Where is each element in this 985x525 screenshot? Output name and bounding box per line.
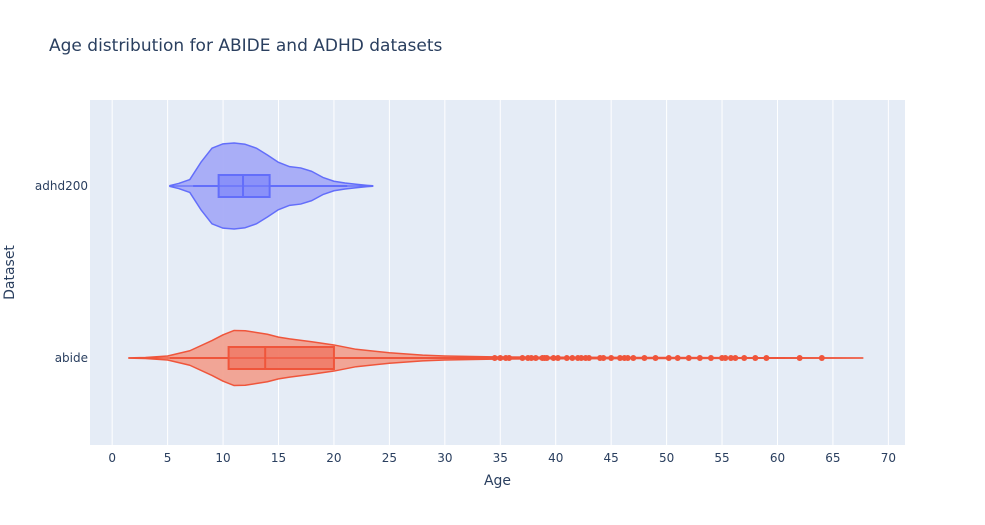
gridlines: [111, 100, 889, 445]
x-tick-label: 30: [437, 451, 452, 465]
outlier-point: [569, 355, 576, 361]
x-tick-label: 20: [326, 451, 341, 465]
outlier-point: [674, 355, 681, 361]
outlier-point: [707, 355, 714, 361]
iqr-box: [217, 174, 271, 198]
outlier-point: [608, 355, 615, 361]
tick-labels: 0 5 10 15 20 25 30 35 40 45 50 55 60 65 70 adhd200 abide: [35, 179, 896, 465]
outlier-point: [727, 355, 734, 361]
outlier-point: [665, 355, 672, 361]
y-axis-title: Dataset: [2, 245, 18, 300]
outlier-point: [550, 355, 557, 361]
x-tick-label: 65: [825, 451, 840, 465]
outlier-point: [752, 355, 759, 361]
x-axis-title: Age: [484, 473, 511, 489]
outlier-point: [578, 355, 585, 361]
outlier-point: [652, 355, 659, 361]
x-tick-label: 15: [271, 451, 286, 465]
x-tick-label: 45: [604, 451, 619, 465]
outlier-point: [630, 355, 637, 361]
outlier-point: [617, 355, 624, 361]
outlier-point: [641, 355, 648, 361]
outlier-point: [585, 355, 592, 361]
x-tick-label: 0: [108, 451, 116, 465]
x-tick-label: 60: [770, 451, 785, 465]
x-tick-label: 40: [548, 451, 563, 465]
violin-adhd200: [169, 142, 374, 230]
chart-title: Age distribution for ABIDE and ADHD data…: [49, 36, 443, 56]
x-tick-label: 5: [164, 451, 172, 465]
x-tick-label: 10: [215, 451, 230, 465]
outlier-point: [600, 355, 607, 361]
y-tick-label: adhd200: [35, 179, 88, 193]
outlier-point: [519, 355, 526, 361]
x-tick-label: 25: [382, 451, 397, 465]
outlier-point: [532, 355, 539, 361]
violins: [128, 142, 864, 387]
outlier-point: [491, 355, 498, 361]
iqr-box: [227, 346, 335, 370]
outlier-point: [506, 355, 513, 361]
x-tick-label: 50: [659, 451, 674, 465]
outlier-point: [732, 355, 739, 361]
outlier-point: [543, 355, 550, 361]
outlier-point: [818, 355, 825, 361]
outlier-point: [741, 355, 748, 361]
outlier-point: [528, 355, 535, 361]
outlier-point: [497, 355, 504, 361]
y-tick-label: abide: [55, 351, 88, 365]
violin-abide: [128, 329, 864, 387]
x-tick-label: 55: [714, 451, 729, 465]
x-tick-label: 35: [493, 451, 508, 465]
outlier-point: [696, 355, 703, 361]
outlier-point: [796, 355, 803, 361]
outlier-point: [554, 355, 561, 361]
outlier-point: [763, 355, 770, 361]
outlier-point: [563, 355, 570, 361]
outlier-point: [722, 355, 729, 361]
outlier-point: [624, 355, 631, 361]
x-tick-label: 70: [881, 451, 896, 465]
outlier-point: [685, 355, 692, 361]
